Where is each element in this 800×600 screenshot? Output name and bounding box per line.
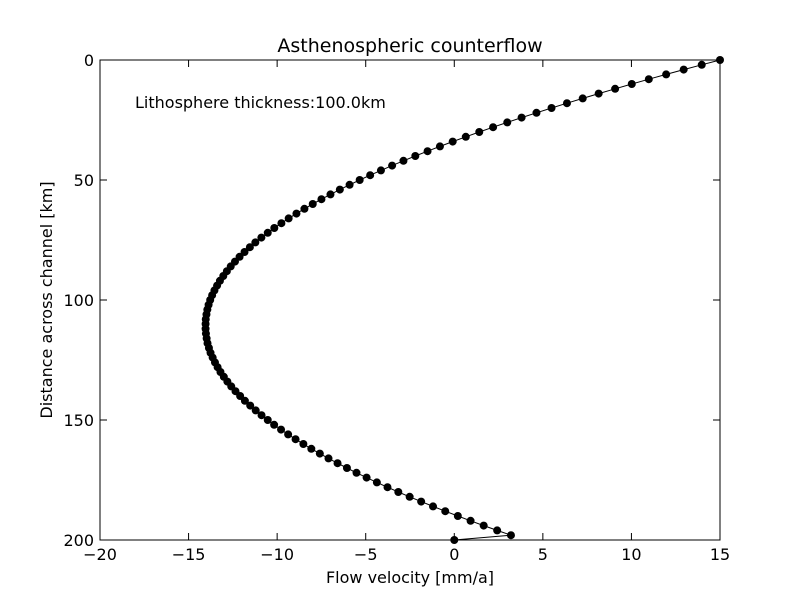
data-point (517, 113, 526, 122)
data-point (679, 65, 688, 74)
x-tick-label: −20 (83, 545, 117, 564)
data-point (578, 94, 587, 103)
data-point (270, 420, 279, 429)
data-point (644, 75, 653, 84)
data-point (362, 473, 371, 482)
data-point (441, 507, 450, 516)
x-tick-label: −15 (172, 545, 206, 564)
data-point (308, 200, 317, 208)
data-point (716, 56, 724, 64)
data-point (333, 459, 342, 468)
data-point (450, 536, 459, 544)
data-point (448, 137, 457, 146)
data-point (383, 483, 392, 492)
x-axis-ticks: −20 −15 −10 −5 0 5 10 15 (83, 60, 730, 564)
y-tick-label: 50 (74, 171, 94, 190)
x-tick-label: −10 (260, 545, 294, 564)
data-point (345, 180, 354, 189)
data-point (411, 152, 420, 160)
y-tick-label: 150 (63, 411, 94, 430)
data-point (417, 497, 426, 506)
data-point (270, 224, 279, 232)
x-tick-label: 0 (449, 545, 459, 564)
y-tick-label: 100 (63, 291, 94, 310)
y-tick-label: 0 (84, 51, 94, 70)
data-point (326, 190, 335, 199)
data-point (292, 209, 301, 218)
data-point (366, 171, 375, 180)
data-point (299, 440, 308, 448)
y-axis-ticks: 0 50 100 150 200 (63, 51, 720, 550)
data-point (493, 526, 502, 535)
data-point (284, 214, 293, 223)
data-point (376, 166, 385, 175)
data-point (423, 147, 432, 156)
data-point (307, 444, 316, 453)
data-point (257, 411, 266, 420)
data-point (697, 60, 706, 69)
data-point (240, 248, 249, 256)
data-point (300, 204, 309, 213)
data-point (466, 516, 475, 525)
data-point (246, 401, 255, 410)
data-point (263, 228, 272, 237)
data-point (547, 104, 556, 112)
data-point (317, 195, 326, 204)
data-point (453, 512, 462, 520)
data-point (257, 233, 266, 242)
series-layer (201, 56, 724, 544)
annotation-lithosphere-thickness: Lithosphere thickness:100.0km (135, 93, 386, 112)
data-point (245, 243, 254, 252)
y-tick-label: 200 (63, 531, 94, 550)
data-point (277, 219, 286, 228)
data-point (475, 128, 484, 136)
x-tick-label: 15 (710, 545, 730, 564)
data-point (251, 406, 260, 415)
data-point (435, 142, 444, 151)
x-axis-label: Flow velocity [mm/a] (326, 568, 494, 587)
data-point (251, 238, 260, 247)
data-point (662, 70, 671, 79)
data-point (394, 488, 403, 496)
data-point (335, 185, 344, 194)
data-point (405, 492, 414, 501)
data-point (489, 123, 498, 132)
data-point (372, 478, 381, 487)
data-point (429, 502, 438, 511)
data-point (291, 435, 300, 444)
data-point (240, 396, 249, 405)
x-tick-label: −5 (354, 545, 378, 564)
data-point (627, 80, 636, 88)
data-point (277, 425, 286, 434)
data-point (611, 84, 620, 93)
y-axis-label: Distance across channel [km] (37, 181, 56, 418)
x-tick-label: 5 (538, 545, 548, 564)
chart-title: Asthenospheric counterflow (277, 35, 542, 57)
data-point (284, 430, 293, 439)
data-point (352, 468, 361, 477)
plot-area (99, 59, 721, 541)
data-point (263, 416, 272, 424)
data-point (399, 156, 408, 165)
data-point (506, 531, 515, 540)
data-point (315, 449, 324, 458)
data-point (388, 161, 397, 170)
data-point (479, 521, 488, 530)
data-point (532, 108, 541, 117)
data-point (562, 99, 571, 108)
data-point (342, 464, 351, 472)
data-point (324, 454, 333, 463)
data-point (503, 118, 512, 127)
data-point (594, 89, 603, 98)
data-point (355, 176, 364, 184)
data-point (461, 132, 470, 141)
x-tick-label: 10 (621, 545, 641, 564)
